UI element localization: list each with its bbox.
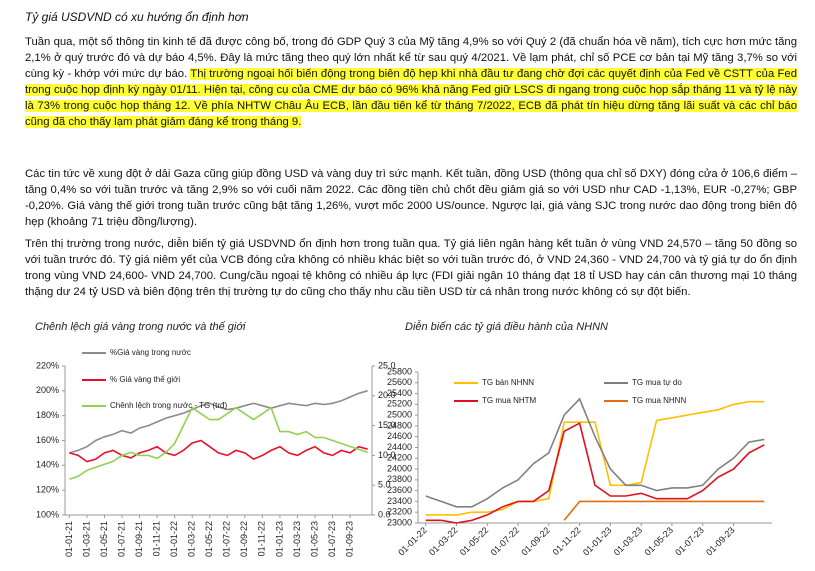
x-tick-label: 01-05-23 (643, 525, 676, 558)
y-tick-label: 180% (36, 410, 59, 420)
legend-label: TG mua NHTM (482, 396, 537, 405)
x-tick-label: 01-11-22 (257, 521, 267, 556)
x-tick-label: 01-11-22 (551, 525, 583, 557)
y2-tick-label: 0.0 (378, 509, 391, 519)
y-tick-label: 25600 (387, 377, 412, 387)
x-tick-label: 01-05-22 (458, 525, 491, 558)
x-tick-label: 01-01-23 (581, 525, 614, 558)
series-line (425, 422, 765, 524)
y2-tick-label: 15.0 (378, 420, 396, 430)
x-tick-label: 01-01-21 (64, 521, 74, 557)
x-tick-label: 01-11-21 (151, 521, 161, 556)
series-line (563, 500, 765, 521)
y2-tick-label: 20.0 (378, 390, 396, 400)
series-line (69, 439, 368, 463)
chart: Diễn biến các tỷ giá điều hành của NHNN 2… (387, 320, 772, 558)
y-tick-label: 24800 (387, 420, 412, 430)
x-tick-label: 01-03-23 (292, 521, 302, 557)
x-tick-label: 01-01-23 (274, 521, 284, 557)
paragraph: Trên thị trường trong nước, diễn biến tỷ… (25, 238, 797, 298)
y2-tick-label: 10.0 (378, 450, 396, 460)
y-tick-label: 23800 (387, 474, 412, 484)
legend-label: % Giá vàng thế giới (110, 375, 180, 384)
x-tick-label: 01-03-22 (187, 521, 197, 557)
y-tick-label: 25400 (387, 388, 412, 398)
y-tick-label: 23200 (387, 507, 412, 517)
chart-title: Diễn biến các tỷ giá điều hành của NHNN (405, 320, 608, 333)
legend-label: TG mua tự do (632, 378, 682, 387)
y-tick-label: 24600 (387, 431, 412, 441)
y-tick-label: 23600 (387, 485, 412, 495)
section-title: Tỷ giá USDVND có xu hướng ổn định hơn (25, 10, 249, 24)
x-tick-label: 01-05-22 (204, 521, 214, 557)
x-tick-label: 01-09-22 (519, 525, 552, 558)
legend-label: TG mua NHNN (632, 396, 686, 405)
x-tick-label: 01-01-22 (169, 521, 179, 557)
x-tick-label: 01-09-23 (704, 525, 737, 558)
y2-tick-label: 5.0 (378, 480, 391, 490)
y-tick-label: 23000 (387, 517, 412, 527)
series-line (69, 390, 368, 454)
y-tick-label: 100% (36, 509, 59, 519)
x-tick-label: 01-05-23 (309, 521, 319, 557)
x-tick-label: 01-05-21 (99, 521, 109, 557)
y-tick-label: 23400 (387, 496, 412, 506)
legend-label: TG bán NHNN (482, 378, 534, 387)
x-tick-label: 01-03-22 (427, 525, 460, 558)
y-tick-label: 140% (36, 460, 59, 470)
x-tick-label: 01-03-21 (81, 521, 91, 557)
x-tick-label: 01-07-22 (222, 521, 232, 557)
paragraph: Tuần qua, một số thông tin kinh tế đã đư… (25, 34, 797, 130)
y-tick-label: 24400 (387, 442, 412, 452)
series-line (69, 406, 368, 480)
chart: Chênh lệch giá vàng trong nước và thế gi… (35, 321, 396, 557)
series-line (425, 397, 765, 508)
y-tick-label: 25800 (387, 366, 412, 376)
y-tick-label: 25200 (387, 399, 412, 409)
y-tick-label: 200% (36, 385, 59, 395)
chart-title: Chênh lệch giá vàng trong nước và thế gi… (35, 321, 246, 333)
x-tick-label: 01-07-23 (673, 525, 706, 558)
y-tick-label: 25000 (387, 410, 412, 420)
y-tick-label: 24000 (387, 463, 412, 473)
x-tick-label: 01-09-23 (344, 521, 354, 557)
x-tick-label: 01-03-23 (612, 525, 645, 558)
y-tick-label: 24200 (387, 453, 412, 463)
x-tick-label: 01-07-22 (489, 525, 522, 558)
y-tick-label: 220% (36, 360, 59, 370)
x-tick-label: 01-09-21 (134, 521, 144, 557)
paragraph: Các tin tức về xung đột ở dải Gaza cũng … (25, 168, 797, 228)
x-tick-label: 01-07-21 (116, 521, 126, 557)
legend-label: %Giá vàng trong nước (110, 348, 191, 357)
series-line (425, 400, 765, 516)
y-tick-label: 120% (36, 485, 59, 495)
legend-label: Chênh lệch trong nước - TG (trđ) (110, 401, 228, 410)
y2-tick-label: 25.0 (378, 360, 396, 370)
x-tick-label: 01-01-22 (396, 525, 429, 558)
text: Tuần qua, một số thông tin kinh tế đã đư… (25, 36, 797, 80)
x-tick-label: 01-09-22 (239, 521, 249, 557)
y-tick-label: 160% (36, 435, 59, 445)
x-tick-label: 01-07-23 (327, 521, 337, 557)
